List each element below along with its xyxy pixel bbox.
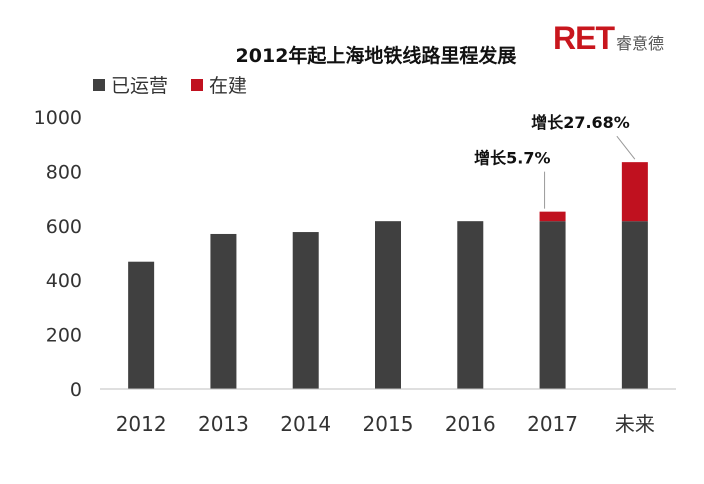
x-tick-label: 2016 [445, 412, 496, 436]
bar-construction [621, 162, 648, 222]
annotation-label: 增长27.68% [531, 113, 630, 132]
bar-operating [621, 221, 648, 389]
x-axis: 2012 2013 2014 2015 2016 2017 未来 [100, 388, 676, 436]
brand-logo: RET 睿意德 [553, 20, 664, 57]
annotation-label: 增长5.7% [474, 149, 550, 168]
bar-operating [375, 221, 401, 389]
x-tick-label: 2015 [363, 412, 414, 436]
brand-name: 睿意德 [616, 34, 665, 53]
legend-label-construction: 在建 [209, 75, 247, 97]
y-tick-label: 400 [46, 270, 82, 292]
y-tick-label: 800 [46, 161, 82, 183]
y-tick-label: 0 [70, 379, 82, 401]
bar-operating [210, 233, 237, 389]
x-tick-label: 2014 [280, 412, 331, 436]
y-tick-label: 600 [46, 216, 82, 238]
bars [128, 162, 648, 389]
chart-title: 2012年起上海地铁线路里程发展 [236, 44, 517, 67]
y-tick-label: 200 [46, 325, 82, 347]
x-tick-label: 未来 [615, 412, 655, 436]
bar-operating [539, 221, 566, 389]
legend-swatch-operating [93, 79, 105, 91]
legend-label-operating: 已运营 [111, 75, 168, 97]
y-tick-label: 1000 [34, 107, 82, 129]
x-tick-label: 2013 [198, 412, 249, 436]
bar-operating [457, 221, 484, 389]
y-axis: 0 200 400 600 800 1000 [34, 107, 82, 401]
x-tick-label: 2017 [527, 412, 578, 436]
bar-construction [539, 211, 566, 222]
annotations: 增长5.7% 增长27.68% [474, 113, 636, 209]
bar-operating [292, 232, 319, 389]
bar-operating [128, 261, 155, 389]
legend-swatch-construction [191, 79, 203, 91]
brand-mark: RET [553, 20, 615, 56]
legend: 已运营 在建 [93, 75, 247, 97]
annotation-leader-line [616, 135, 636, 160]
x-tick-label: 2012 [116, 412, 167, 436]
